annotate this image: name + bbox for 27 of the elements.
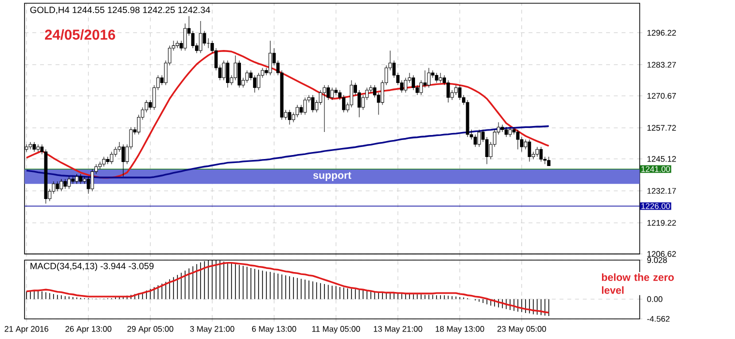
x-tick-label: 29 Apr 05:00 bbox=[127, 326, 174, 334]
x-tick-label: 23 May 05:00 bbox=[497, 326, 546, 334]
y-tick-label: 1283.27 bbox=[647, 62, 676, 68]
chart-title: GOLD,H4 1244.55 1245.98 1242.25 1242.34 bbox=[30, 6, 210, 14]
y-tick-label: 1270.67 bbox=[647, 92, 676, 99]
x-tick-label: 18 May 13:00 bbox=[436, 326, 484, 334]
x-tick-label: 3 May 21:00 bbox=[190, 326, 234, 334]
chart-title: MACD(34,54,13) -3.944 -3.059 bbox=[30, 262, 154, 271]
y-tick-label: 1245.12 bbox=[647, 156, 676, 162]
x-tick-label: 13 May 21:00 bbox=[374, 326, 422, 334]
x-tick-label: 11 May 05:00 bbox=[312, 326, 360, 334]
band-label: support bbox=[313, 172, 352, 181]
y-tick-label: 1257.72 bbox=[647, 124, 676, 131]
annotation: 24/05/2016 bbox=[44, 29, 116, 40]
x-tick-label: 6 May 13:00 bbox=[252, 326, 296, 334]
ref-line-label: 1241.00 bbox=[641, 166, 670, 172]
ref-line-label: 1226.00 bbox=[641, 203, 670, 209]
y-tick-label: 1232.17 bbox=[647, 188, 676, 194]
y-tick-label: 0.00 bbox=[647, 296, 662, 302]
y-tick-label: 9.028 bbox=[647, 257, 667, 263]
x-tick-label: 21 Apr 2016 bbox=[4, 326, 48, 334]
annotation: below the zero level bbox=[602, 273, 674, 294]
x-tick-label: 26 Apr 13:00 bbox=[65, 326, 112, 334]
y-tick-label: 1206.62 bbox=[647, 250, 676, 257]
y-tick-label: -4.562 bbox=[647, 316, 670, 322]
y-tick-label: 1296.22 bbox=[647, 30, 676, 36]
y-tick-label: 1219.22 bbox=[647, 220, 676, 226]
